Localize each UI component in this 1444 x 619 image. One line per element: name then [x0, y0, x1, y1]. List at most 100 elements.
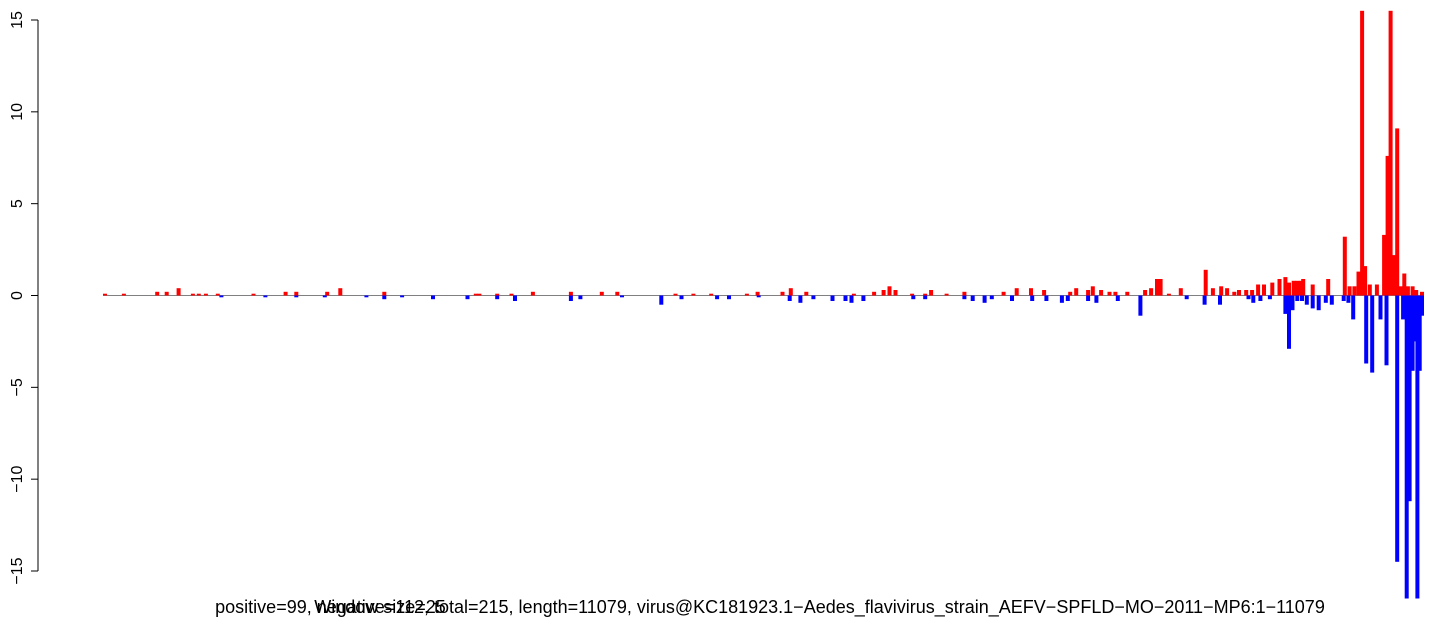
y-tick-label: 10	[9, 103, 26, 121]
positive-bar	[1356, 271, 1361, 296]
positive-bar	[1068, 291, 1073, 296]
negative-bar	[1044, 295, 1049, 301]
positive-bar	[1374, 284, 1379, 296]
y-tick-label: −5	[9, 378, 26, 396]
negative-bar	[1059, 295, 1064, 303]
negative-bar	[756, 295, 761, 298]
negative-bar	[1267, 295, 1272, 300]
positive-bar	[509, 293, 514, 296]
negative-bar	[465, 295, 470, 300]
negative-bar	[787, 295, 792, 301]
negative-bar	[1010, 295, 1014, 301]
negative-bar	[1065, 295, 1070, 301]
positive-bar	[1391, 255, 1396, 296]
positive-bar	[1143, 290, 1148, 296]
positive-bar	[923, 293, 928, 296]
positive-bar	[910, 293, 915, 296]
negative-bar	[1304, 295, 1309, 305]
positive-bar	[1291, 280, 1296, 296]
positive-bar	[1210, 288, 1215, 296]
positive-bar	[1256, 284, 1261, 296]
positive-bar	[788, 288, 793, 296]
negative-bar	[219, 295, 224, 298]
negative-bar	[1417, 295, 1422, 371]
positive-bar	[1298, 280, 1303, 296]
negative-bar	[1094, 295, 1099, 303]
positive-bar	[1158, 279, 1163, 296]
negative-bar	[962, 295, 967, 300]
negative-bar	[911, 295, 916, 300]
y-tick-label: −15	[9, 557, 26, 584]
negative-bar	[1395, 295, 1400, 562]
negative-bar	[1351, 295, 1356, 320]
negative-bar	[1378, 295, 1383, 320]
positive-bar	[1155, 279, 1159, 296]
positive-bar	[1301, 279, 1306, 296]
negative-bar	[1295, 295, 1300, 301]
negative-bar	[495, 295, 500, 300]
y-tick-label: 15	[9, 11, 26, 29]
positive-bar	[1367, 284, 1372, 296]
positive-bar	[1360, 10, 1365, 296]
positive-bar	[1029, 288, 1033, 296]
negative-bar	[849, 295, 854, 303]
positive-bar	[1326, 279, 1331, 296]
positive-bar	[1149, 288, 1154, 296]
positive-bar	[477, 293, 482, 296]
positive-bar	[881, 290, 886, 296]
negative-bar	[322, 295, 327, 298]
negative-bar	[1364, 295, 1369, 364]
negative-bar	[382, 295, 387, 300]
negative-bar	[1218, 295, 1222, 305]
negative-bar	[1415, 295, 1420, 599]
positive-bar	[1099, 290, 1104, 296]
negative-bar	[1329, 295, 1334, 305]
positive-bar	[103, 293, 107, 296]
positive-bar	[473, 293, 478, 296]
negative-bar	[1341, 295, 1346, 301]
positive-bar	[164, 291, 169, 296]
positive-bar	[1410, 286, 1415, 296]
positive-bar	[196, 293, 201, 296]
positive-bar	[1310, 284, 1315, 296]
negative-bar	[364, 295, 369, 298]
positive-bar	[1347, 286, 1352, 296]
negative-bar	[620, 295, 624, 298]
negative-bar	[1246, 295, 1251, 300]
positive-bar	[691, 293, 696, 296]
negative-bar	[400, 295, 405, 298]
positive-bar	[851, 293, 856, 296]
positive-bar	[1090, 286, 1095, 296]
positive-bar	[121, 293, 126, 296]
negative-bar	[294, 295, 299, 298]
positive-bar	[1385, 155, 1390, 296]
positive-bar	[1395, 128, 1400, 296]
y-tick-label: 5	[9, 199, 26, 208]
positive-bar	[1219, 286, 1224, 296]
negative-bar	[989, 295, 994, 300]
positive-bar	[1342, 236, 1347, 296]
negative-bar	[1413, 295, 1417, 342]
positive-bar	[1107, 291, 1112, 296]
negative-bar	[1202, 295, 1207, 305]
negative-bar	[861, 295, 866, 301]
positive-bar	[568, 291, 573, 296]
positive-bar	[673, 293, 678, 296]
positive-bar	[1014, 288, 1019, 296]
positive-bar	[1295, 280, 1300, 296]
negative-bar	[1384, 295, 1389, 366]
positive-bar	[1382, 234, 1387, 296]
positive-bar	[325, 291, 330, 296]
y-tick-label: 0	[9, 291, 26, 300]
positive-bar	[283, 291, 288, 296]
positive-bar	[893, 290, 898, 296]
positive-bar	[1001, 291, 1006, 296]
negative-bar	[1184, 295, 1189, 300]
negative-bar	[263, 295, 268, 298]
positive-bar	[1398, 286, 1403, 296]
negative-bar	[1138, 295, 1143, 316]
positive-bar	[530, 291, 535, 296]
y-tick-label: −10	[9, 465, 26, 492]
